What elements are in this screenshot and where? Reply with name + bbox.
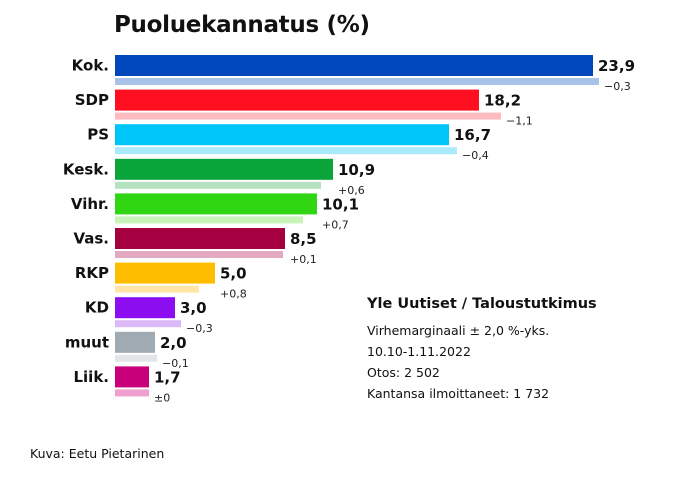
party-label-rkp: RKP: [75, 264, 109, 282]
change-label-rkp: +0,8: [220, 288, 247, 301]
value-label-muut: 2,0: [160, 334, 187, 352]
bar-rkp: [115, 262, 215, 284]
bar-sdp: [115, 89, 479, 111]
declared-respondents: Kantansa ilmoittaneet: 1 732: [367, 386, 550, 401]
value-label-rkp: 5,0: [220, 265, 247, 283]
previous-bar-rkp: [115, 285, 199, 293]
party-label-vihr: Vihr.: [71, 195, 109, 213]
change-label-kesk: +0,6: [338, 184, 365, 197]
previous-bar-muut: [115, 354, 157, 362]
sample-size: Otos: 2 502: [367, 365, 440, 380]
margin-of-error: Virhemarginaali ± 2,0 %-yks.: [367, 323, 550, 338]
bar-kok: [115, 55, 593, 76]
bar-muut: [115, 331, 155, 353]
bar-vas: [115, 228, 285, 249]
change-label-ps: −0,4: [462, 149, 489, 162]
party-label-kesk: Kesk.: [63, 160, 109, 178]
survey-period: 10.10-1.11.2022: [367, 344, 471, 359]
party-label-kok: Kok.: [72, 57, 109, 75]
survey-source: Yle Uutiset / Taloustutkimus: [367, 296, 597, 312]
change-label-muut: −0,1: [162, 357, 189, 370]
previous-bar-sdp: [115, 112, 501, 120]
change-label-sdp: −1,1: [506, 115, 533, 128]
previous-bar-kok: [115, 78, 599, 85]
value-label-kok: 23,9: [598, 57, 635, 75]
previous-bar-kd: [115, 320, 181, 328]
bar-ps: [115, 124, 449, 146]
previous-bar-liik: [115, 389, 149, 397]
party-label-muut: muut: [65, 333, 109, 351]
bar-vihr: [115, 193, 317, 215]
change-label-vas: +0,1: [290, 253, 317, 266]
previous-bar-vihr: [115, 216, 303, 224]
party-label-sdp: SDP: [75, 91, 109, 109]
chart-title: Puoluekannatus (%): [114, 12, 370, 38]
survey-info: Yle Uutiset / Taloustutkimus Virhemargin…: [367, 296, 667, 404]
party-label-ps: PS: [87, 126, 109, 144]
change-label-vihr: +0,7: [322, 218, 349, 231]
bar-kesk: [115, 158, 333, 180]
party-label-vas: Vas.: [73, 230, 109, 248]
image-credit: Kuva: Eetu Pietarinen: [30, 446, 165, 461]
change-label-kok: −0,3: [604, 80, 631, 93]
value-label-kesk: 10,9: [338, 161, 375, 179]
previous-bar-vas: [115, 251, 283, 258]
bar-liik: [115, 366, 149, 388]
party-label-liik: Liik.: [73, 368, 109, 386]
party-label-kd: KD: [85, 299, 109, 317]
change-label-liik: ±0: [154, 391, 170, 404]
value-label-kd: 3,0: [180, 299, 207, 317]
value-label-liik: 1,7: [154, 368, 181, 386]
bar-kd: [115, 297, 175, 319]
previous-bar-ps: [115, 147, 457, 155]
value-label-vas: 8,5: [290, 230, 317, 248]
value-label-sdp: 18,2: [484, 92, 521, 110]
previous-bar-kesk: [115, 181, 321, 189]
value-label-vihr: 10,1: [322, 195, 359, 213]
change-label-kd: −0,3: [186, 322, 213, 335]
value-label-ps: 16,7: [454, 126, 491, 144]
